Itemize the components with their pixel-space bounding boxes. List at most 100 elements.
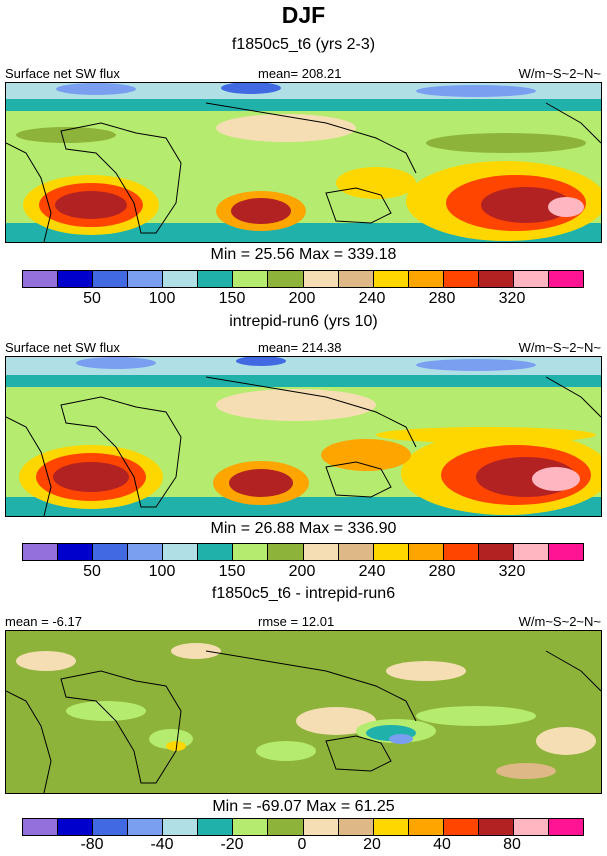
low-flux-patch — [56, 83, 136, 95]
colorbar-tick-label: -40 — [150, 836, 174, 853]
colorbar-tick-label: 280 — [428, 563, 456, 580]
colorbar-swatch — [58, 544, 94, 560]
colorbar-tick-label: 20 — [363, 836, 381, 853]
colorbar-swatch — [443, 271, 479, 287]
colorbar-swatch — [373, 819, 409, 835]
colorbar-swatch — [373, 271, 409, 287]
colorbar-swatch — [93, 544, 129, 560]
colorbar-swatch — [443, 819, 479, 835]
colorbar-swatch — [23, 819, 59, 835]
subtropical-high — [532, 467, 580, 491]
colorbar-swatch — [268, 819, 304, 835]
colorbar-swatch — [58, 819, 94, 835]
colorbar-swatch — [128, 819, 164, 835]
colorbar-tick-label: 80 — [503, 836, 521, 853]
colorbar-swatch — [163, 544, 199, 560]
colorbar-tick-label: 320 — [498, 290, 526, 307]
panel-1-map-svg — [6, 83, 601, 242]
colorbar-swatch — [198, 544, 234, 560]
panel-1-colorbar-ticks: 50 100 150 200 240 280 320 — [22, 290, 584, 310]
panel-2-subtitle: intrepid-run6 (yrs 10) — [229, 313, 378, 330]
asia-coastline — [205, 376, 417, 448]
difference-patch — [389, 734, 413, 744]
low-flux-patch — [236, 357, 286, 366]
colorbar-tick-label: 40 — [433, 836, 451, 853]
colorbar-swatch — [478, 544, 514, 560]
colorbar-swatch — [303, 819, 339, 835]
colorbar-swatch — [408, 819, 444, 835]
colorbar-tick-label: 100 — [148, 290, 176, 307]
subtropical-high — [55, 191, 127, 219]
colorbar-swatch — [548, 271, 583, 287]
midlatitude-band — [6, 375, 601, 387]
colorbar-tick-label: -80 — [80, 836, 104, 853]
colorbar-swatch — [548, 819, 583, 835]
colorbar-swatch — [268, 271, 304, 287]
colorbar-swatch — [128, 271, 164, 287]
panel-1-mean-label: mean= 208.21 — [258, 66, 342, 81]
colorbar-swatch — [93, 271, 129, 287]
panel-2-map — [5, 356, 602, 517]
north-america-coastline — [545, 376, 601, 418]
colorbar-swatch — [198, 819, 234, 835]
panel-1-minmax: Min = 25.56 Max = 339.18 — [210, 246, 397, 263]
colorbar-swatch — [338, 819, 374, 835]
colorbar-tick-label: 200 — [288, 290, 316, 307]
difference-patch — [171, 643, 221, 659]
difference-patch — [166, 741, 186, 751]
low-flux-patch — [221, 83, 281, 94]
panel-1-variable-label: Surface net SW flux — [5, 66, 120, 81]
subtropical-high — [53, 462, 129, 492]
asia-coastline — [205, 650, 417, 722]
colorbar-swatch — [23, 271, 59, 287]
colorbar-swatch — [408, 544, 444, 560]
difference-patch — [256, 741, 316, 761]
colorbar-tick-label: 240 — [358, 290, 386, 307]
panel-3-map — [5, 630, 602, 794]
field-region — [426, 133, 586, 153]
panel-3-rmse-label: rmse = 12.01 — [258, 614, 335, 629]
colorbar-tick-label: 50 — [83, 563, 101, 580]
low-flux-patch — [76, 357, 156, 369]
colorbar-swatch — [163, 819, 199, 835]
colorbar-swatch — [548, 544, 583, 560]
australia-coastline — [325, 461, 392, 498]
subtropical-high — [481, 187, 571, 223]
colorbar-swatch — [233, 271, 269, 287]
panel-2-mean-label: mean= 214.38 — [258, 340, 342, 355]
colorbar-swatch — [303, 544, 339, 560]
difference-patch — [296, 707, 376, 735]
africa-coastline — [60, 122, 182, 234]
panel-3-mean-label: mean = -6.17 — [5, 614, 82, 629]
colorbar-swatch — [163, 271, 199, 287]
panel-3-subtitle: f1850c5_t6 - intrepid-run6 — [211, 585, 396, 602]
colorbar-tick-label: 150 — [218, 563, 246, 580]
panel-3-map-svg — [6, 631, 601, 793]
panel-1-map — [5, 82, 602, 243]
panel-2-colorbar — [22, 543, 584, 561]
south-america-coastline — [6, 690, 52, 793]
midlatitude-band — [6, 99, 601, 111]
colorbar-tick-label: 0 — [297, 836, 307, 853]
field-region — [16, 127, 116, 143]
colorbar-swatch — [478, 271, 514, 287]
colorbar-swatch — [58, 271, 94, 287]
colorbar-swatch — [443, 544, 479, 560]
panel-3-colorbar-ticks: -80 -40 -20 0 20 40 80 — [22, 836, 584, 856]
panel-2-units-label: W/m~S~2~N~ — [518, 340, 601, 355]
colorbar-swatch — [513, 544, 549, 560]
panel-3-minmax: Min = -69.07 Max = 61.25 — [212, 798, 395, 815]
panel-3-units-label: W/m~S~2~N~ — [518, 614, 601, 629]
desert-region — [216, 389, 376, 421]
difference-patch — [496, 763, 556, 779]
colorbar-tick-label: 240 — [358, 563, 386, 580]
panel-1-units-label: W/m~S~2~N~ — [518, 66, 601, 81]
colorbar-swatch — [268, 544, 304, 560]
subtropical-high — [548, 197, 584, 217]
colorbar-tick-label: 320 — [498, 563, 526, 580]
colorbar-swatch — [338, 544, 374, 560]
colorbar-swatch — [128, 544, 164, 560]
panel-3-colorbar — [22, 818, 584, 836]
australia-coastline — [325, 187, 392, 224]
colorbar-swatch — [198, 271, 234, 287]
